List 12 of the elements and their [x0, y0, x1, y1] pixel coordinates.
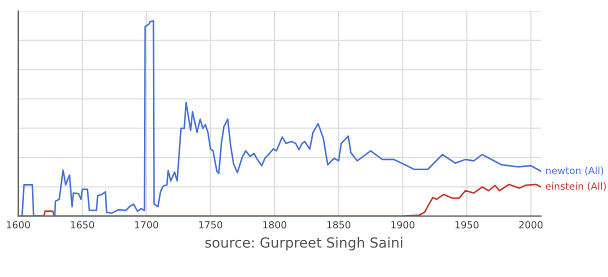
x-tick-label: 2000	[519, 221, 543, 228]
x-tick-label: 1600	[6, 221, 30, 228]
x-tick-label: 1800	[263, 221, 286, 228]
series-label: newton (All)	[546, 166, 604, 176]
x-tick-label: 1850	[327, 221, 350, 228]
x-tick-label: 1650	[71, 221, 94, 228]
x-tick-label: 1950	[455, 221, 479, 228]
x-tick-label: 1750	[199, 221, 222, 228]
x-tick-label: 1700	[135, 221, 158, 228]
series-label: einstein (All)	[546, 182, 606, 191]
x-tick-label: 1900	[391, 221, 414, 228]
source-note: source: Gurpreet Singh Saini	[205, 237, 402, 250]
